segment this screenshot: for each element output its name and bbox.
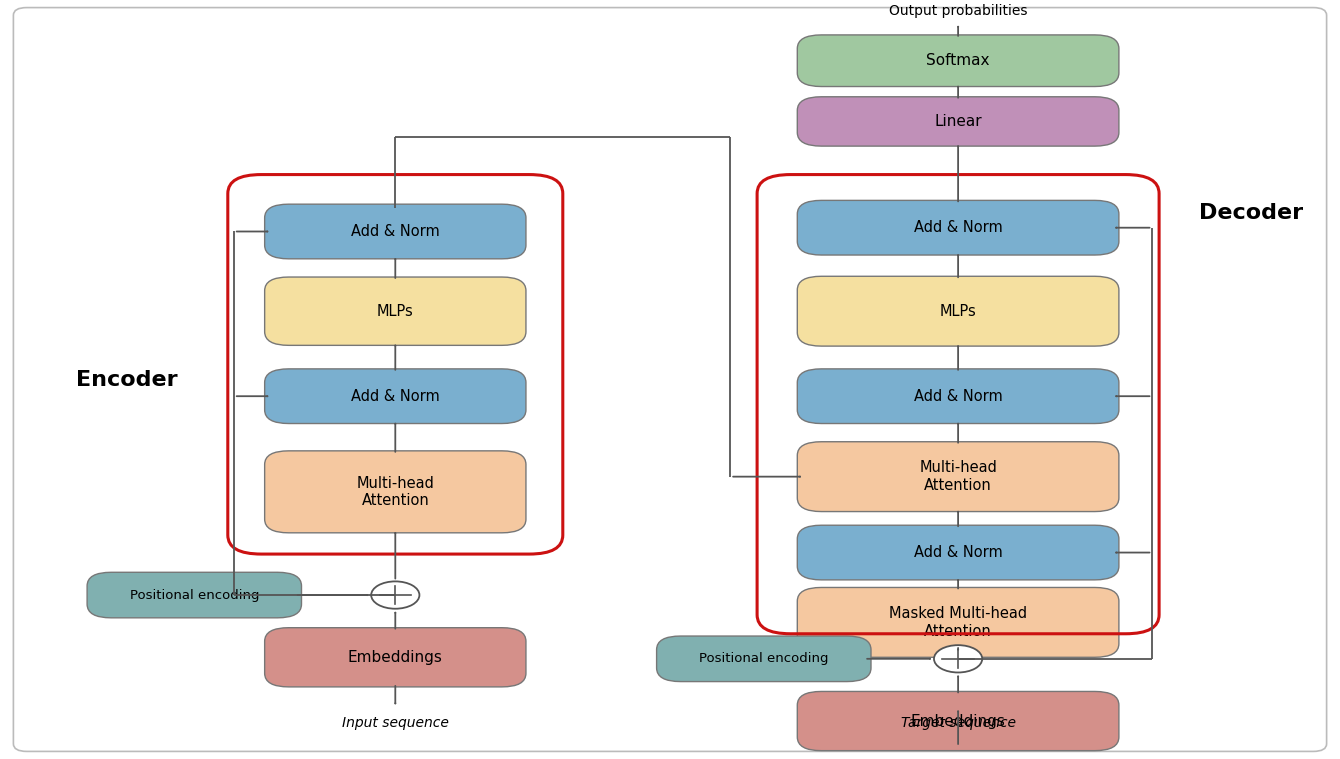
Text: Add & Norm: Add & Norm <box>914 220 1002 235</box>
Text: Input sequence: Input sequence <box>342 716 449 729</box>
FancyBboxPatch shape <box>797 200 1119 255</box>
FancyBboxPatch shape <box>264 204 525 259</box>
FancyBboxPatch shape <box>797 35 1119 87</box>
FancyBboxPatch shape <box>264 369 525 424</box>
Text: Multi-head
Attention: Multi-head Attention <box>356 476 434 508</box>
Text: Encoder: Encoder <box>76 370 178 389</box>
Text: Positional encoding: Positional encoding <box>130 588 259 602</box>
FancyBboxPatch shape <box>797 96 1119 146</box>
Text: Positional encoding: Positional encoding <box>699 652 828 666</box>
Text: Output probabilities: Output probabilities <box>888 5 1028 18</box>
FancyBboxPatch shape <box>797 369 1119 424</box>
FancyBboxPatch shape <box>797 276 1119 346</box>
Circle shape <box>934 645 982 672</box>
FancyBboxPatch shape <box>797 587 1119 657</box>
FancyBboxPatch shape <box>87 572 302 618</box>
Text: Add & Norm: Add & Norm <box>914 389 1002 404</box>
Text: Linear: Linear <box>934 114 982 129</box>
Text: Add & Norm: Add & Norm <box>351 224 440 239</box>
Text: Masked Multi-head
Attention: Masked Multi-head Attention <box>888 606 1028 638</box>
Text: MLPs: MLPs <box>377 304 414 319</box>
FancyBboxPatch shape <box>264 628 525 687</box>
Text: Embeddings: Embeddings <box>348 650 442 665</box>
Text: Decoder: Decoder <box>1199 203 1304 222</box>
Text: Multi-head
Attention: Multi-head Attention <box>919 461 997 493</box>
FancyBboxPatch shape <box>797 525 1119 580</box>
Text: Add & Norm: Add & Norm <box>914 545 1002 560</box>
Text: Embeddings: Embeddings <box>911 713 1005 729</box>
FancyBboxPatch shape <box>264 277 525 345</box>
FancyBboxPatch shape <box>657 636 871 682</box>
FancyBboxPatch shape <box>797 691 1119 751</box>
Text: Target sequence: Target sequence <box>900 716 1016 729</box>
FancyBboxPatch shape <box>797 442 1119 512</box>
FancyBboxPatch shape <box>264 451 525 533</box>
Text: Add & Norm: Add & Norm <box>351 389 440 404</box>
Text: MLPs: MLPs <box>939 304 977 319</box>
Circle shape <box>371 581 419 609</box>
Text: Softmax: Softmax <box>926 53 990 68</box>
